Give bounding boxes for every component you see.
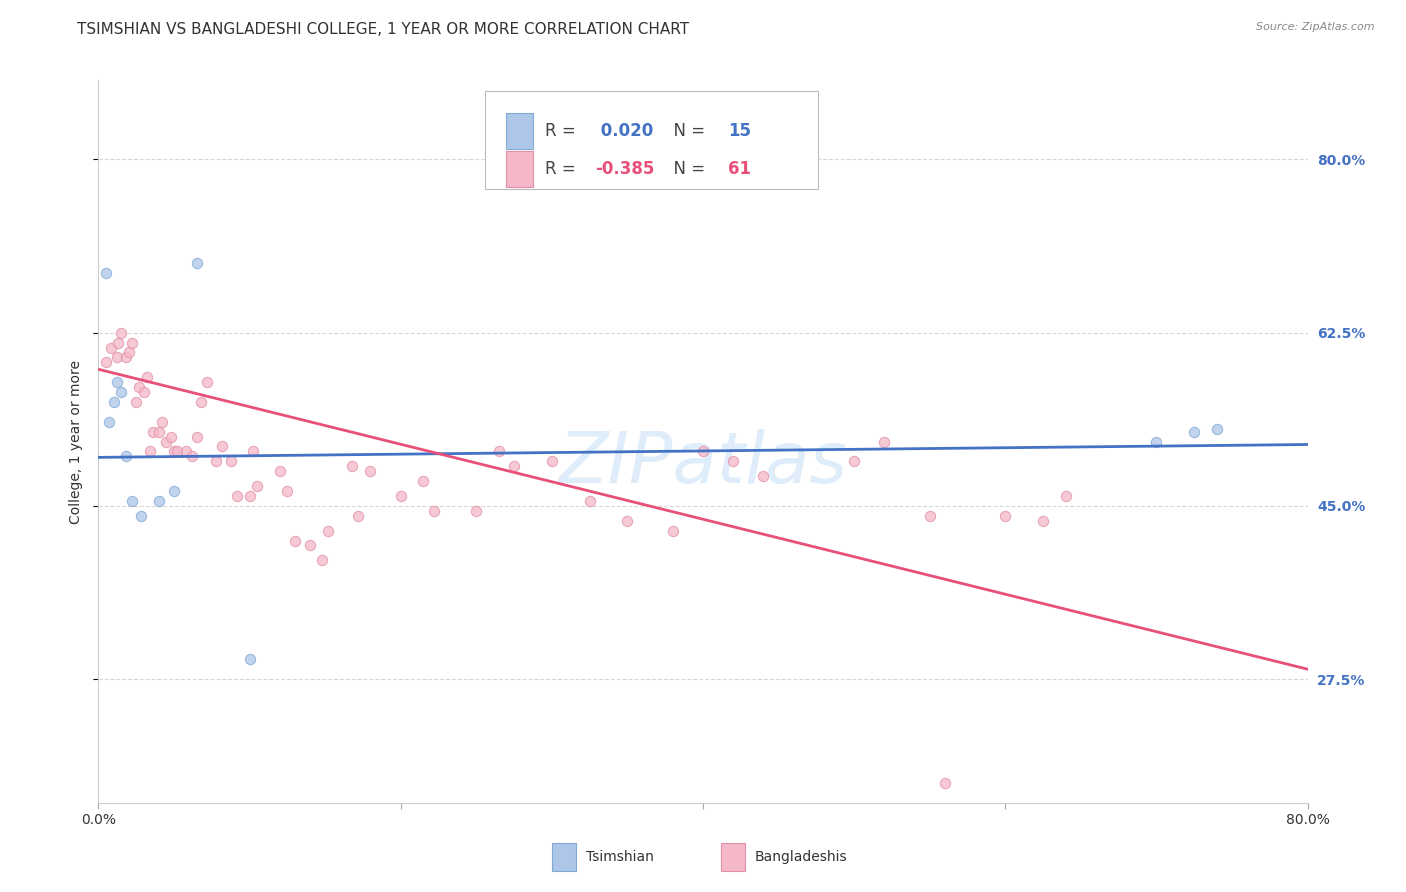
- Point: [1144, 434, 1167, 449]
- Point: [100, 341, 122, 355]
- Point: [918, 508, 941, 523]
- Point: [94, 355, 117, 369]
- Bar: [551, 843, 576, 871]
- Point: [150, 415, 173, 429]
- Point: [616, 514, 638, 528]
- Point: [239, 489, 262, 503]
- Point: [578, 494, 600, 508]
- Point: [129, 508, 152, 523]
- Point: [246, 479, 269, 493]
- Point: [181, 450, 204, 464]
- Text: 0.020: 0.020: [595, 122, 654, 140]
- Point: [166, 444, 188, 458]
- Point: [723, 454, 745, 468]
- Point: [221, 454, 243, 468]
- Point: [148, 425, 170, 439]
- Point: [155, 434, 177, 449]
- Point: [360, 464, 382, 478]
- Bar: [721, 843, 745, 871]
- Point: [316, 524, 339, 538]
- Point: [226, 489, 249, 503]
- Point: [107, 335, 129, 350]
- FancyBboxPatch shape: [485, 91, 818, 189]
- Point: [844, 454, 866, 468]
- Point: [135, 370, 157, 384]
- Point: [873, 434, 896, 449]
- Point: [195, 375, 218, 389]
- Text: ZIPatlas: ZIPatlas: [558, 429, 848, 498]
- Text: Source: ZipAtlas.com: Source: ZipAtlas.com: [1257, 22, 1375, 32]
- Point: [1054, 489, 1077, 503]
- Text: Tsimshian: Tsimshian: [586, 850, 654, 864]
- Text: N =: N =: [664, 122, 710, 140]
- Text: TSIMSHIAN VS BANGLADESHI COLLEGE, 1 YEAR OR MORE CORRELATION CHART: TSIMSHIAN VS BANGLADESHI COLLEGE, 1 YEAR…: [77, 22, 689, 37]
- Text: R =: R =: [544, 122, 581, 140]
- Point: [347, 508, 370, 523]
- Point: [103, 395, 125, 409]
- Point: [311, 553, 333, 567]
- Point: [540, 454, 562, 468]
- Point: [1032, 514, 1054, 528]
- Point: [190, 395, 212, 409]
- Point: [423, 504, 446, 518]
- Text: -0.385: -0.385: [595, 160, 655, 178]
- Point: [125, 395, 148, 409]
- Point: [412, 474, 434, 488]
- Point: [1206, 422, 1229, 436]
- Point: [205, 454, 228, 468]
- Point: [752, 469, 775, 483]
- Point: [94, 266, 117, 280]
- Point: [114, 351, 136, 365]
- Point: [503, 459, 526, 474]
- Point: [1182, 425, 1205, 439]
- Point: [299, 539, 322, 553]
- Point: [114, 450, 136, 464]
- Text: 61: 61: [728, 160, 751, 178]
- Point: [211, 440, 233, 454]
- Point: [163, 444, 186, 458]
- Point: [163, 483, 186, 498]
- Point: [186, 256, 208, 270]
- Point: [174, 444, 197, 458]
- Point: [98, 415, 121, 429]
- Point: [276, 483, 298, 498]
- Bar: [506, 151, 533, 186]
- Point: [132, 385, 155, 400]
- Point: [239, 652, 262, 666]
- Point: [142, 425, 165, 439]
- Point: [661, 524, 683, 538]
- Point: [118, 345, 141, 359]
- Text: R =: R =: [544, 160, 581, 178]
- Point: [284, 533, 307, 548]
- Point: [105, 351, 128, 365]
- Point: [692, 444, 714, 458]
- Point: [934, 776, 956, 790]
- Point: [269, 464, 291, 478]
- Point: [994, 508, 1017, 523]
- Point: [389, 489, 412, 503]
- Point: [488, 444, 510, 458]
- Point: [160, 429, 183, 443]
- Point: [110, 385, 132, 400]
- Text: N =: N =: [664, 160, 710, 178]
- Bar: [506, 112, 533, 149]
- Point: [465, 504, 488, 518]
- Point: [342, 459, 364, 474]
- Point: [121, 494, 143, 508]
- Text: 15: 15: [728, 122, 751, 140]
- Point: [110, 326, 132, 340]
- Y-axis label: College, 1 year or more: College, 1 year or more: [69, 359, 83, 524]
- Point: [242, 444, 264, 458]
- Text: Bangladeshis: Bangladeshis: [755, 850, 848, 864]
- Point: [128, 380, 150, 394]
- Point: [148, 494, 170, 508]
- Point: [105, 375, 128, 389]
- Point: [121, 335, 143, 350]
- Point: [139, 444, 162, 458]
- Point: [186, 429, 208, 443]
